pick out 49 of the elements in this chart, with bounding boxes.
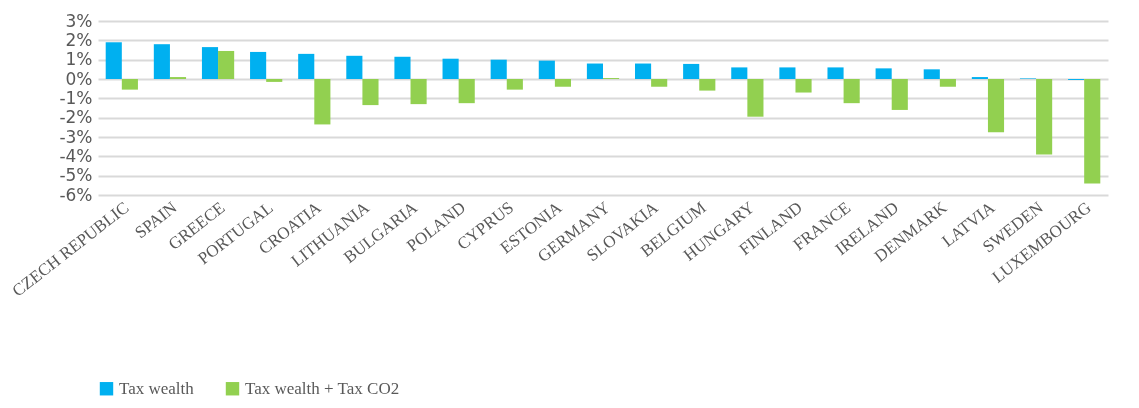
- bar: [699, 79, 716, 91]
- y-tick-label: -1%: [59, 87, 93, 108]
- bar: [538, 60, 555, 79]
- bar: [121, 79, 138, 90]
- bar: [442, 58, 459, 79]
- bar: [554, 79, 571, 87]
- bar: [314, 79, 331, 125]
- y-tick-label: -3%: [59, 126, 93, 147]
- y-tick-label: 0%: [65, 68, 93, 89]
- y-tick-label: -2%: [59, 107, 93, 128]
- legend-label: Tax wealth: [119, 378, 195, 398]
- bar: [266, 79, 283, 82]
- bar: [410, 79, 427, 105]
- bar: [490, 59, 507, 79]
- bar: [891, 79, 908, 110]
- legend-label: Tax wealth + Tax CO2: [245, 378, 400, 398]
- bar: [586, 63, 603, 79]
- bar: [875, 68, 892, 79]
- bar: [105, 42, 122, 79]
- bar: [843, 79, 860, 104]
- bar: [987, 79, 1005, 133]
- y-tick-label: -4%: [59, 145, 93, 166]
- y-tick-label: 2%: [65, 29, 93, 50]
- bar: [346, 55, 363, 79]
- bar: [298, 53, 315, 79]
- bar: [795, 79, 812, 93]
- bar: [362, 79, 379, 106]
- bar: [747, 79, 764, 117]
- y-tick-label: -6%: [59, 184, 93, 205]
- bar: [153, 44, 170, 79]
- bar: [635, 63, 652, 79]
- bar: [779, 67, 796, 79]
- bar: [939, 79, 956, 87]
- y-tick-label: -5%: [59, 165, 93, 186]
- bar: [827, 67, 844, 79]
- bar: [218, 50, 235, 79]
- y-tick-label: 3%: [65, 10, 93, 31]
- bar: [1036, 79, 1053, 155]
- bar: [201, 47, 219, 79]
- bar: [394, 56, 411, 79]
- bar: [458, 79, 475, 104]
- bar: [731, 67, 748, 79]
- bar: [1084, 79, 1101, 184]
- bar: [683, 63, 700, 79]
- bar: [923, 69, 940, 79]
- bar: [506, 79, 523, 90]
- y-tick-label: 1%: [65, 49, 93, 70]
- bar: [651, 79, 668, 87]
- bar: [250, 51, 267, 79]
